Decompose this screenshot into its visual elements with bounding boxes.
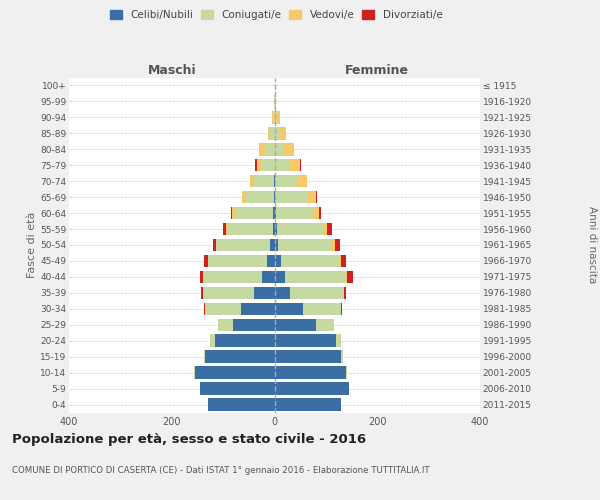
Bar bbox=[254, 286, 275, 299]
Bar bbox=[262, 159, 275, 172]
Bar bbox=[344, 286, 346, 299]
Text: Femmine: Femmine bbox=[345, 64, 409, 78]
Bar bbox=[203, 270, 262, 283]
Bar bbox=[241, 302, 275, 315]
Bar bbox=[275, 191, 308, 203]
Bar bbox=[246, 191, 274, 203]
Bar bbox=[235, 207, 274, 220]
Bar bbox=[275, 270, 285, 283]
Bar bbox=[300, 159, 301, 172]
Bar bbox=[336, 334, 341, 347]
Bar bbox=[227, 223, 273, 235]
Bar bbox=[268, 127, 271, 140]
Bar bbox=[262, 270, 275, 283]
Bar bbox=[273, 111, 275, 124]
Text: Anni di nascita: Anni di nascita bbox=[587, 206, 597, 284]
Bar bbox=[275, 382, 349, 395]
Bar bbox=[254, 175, 274, 188]
Bar bbox=[271, 127, 275, 140]
Bar bbox=[250, 175, 254, 188]
Bar bbox=[208, 398, 275, 410]
Bar bbox=[232, 207, 235, 220]
Bar bbox=[275, 398, 341, 410]
Bar bbox=[290, 159, 300, 172]
Bar bbox=[275, 334, 336, 347]
Bar bbox=[267, 254, 275, 267]
Bar bbox=[328, 223, 332, 235]
Bar bbox=[303, 302, 341, 315]
Bar bbox=[204, 254, 208, 267]
Bar bbox=[323, 223, 328, 235]
Bar bbox=[200, 270, 203, 283]
Bar bbox=[273, 223, 275, 235]
Bar bbox=[242, 191, 246, 203]
Bar bbox=[214, 239, 216, 251]
Bar bbox=[277, 223, 323, 235]
Bar bbox=[210, 334, 215, 347]
Bar bbox=[314, 207, 319, 220]
Bar bbox=[275, 95, 276, 108]
Bar bbox=[257, 159, 262, 172]
Bar bbox=[233, 318, 275, 331]
Bar bbox=[275, 286, 290, 299]
Bar bbox=[201, 286, 203, 299]
Bar bbox=[275, 223, 277, 235]
Bar bbox=[208, 254, 267, 267]
Bar bbox=[285, 270, 346, 283]
Bar bbox=[265, 143, 275, 156]
Y-axis label: Fasce di età: Fasce di età bbox=[27, 212, 37, 278]
Bar bbox=[316, 191, 317, 203]
Bar bbox=[205, 350, 275, 363]
Bar bbox=[319, 207, 321, 220]
Bar bbox=[272, 111, 273, 124]
Bar bbox=[290, 286, 344, 299]
Bar bbox=[231, 207, 232, 220]
Bar bbox=[275, 111, 280, 124]
Bar bbox=[275, 239, 278, 251]
Legend: Celibi/Nubili, Coniugati/e, Vedovi/e, Divorziati/e: Celibi/Nubili, Coniugati/e, Vedovi/e, Di… bbox=[107, 8, 445, 22]
Bar bbox=[217, 239, 271, 251]
Bar bbox=[281, 254, 340, 267]
Text: Maschi: Maschi bbox=[148, 64, 196, 78]
Bar bbox=[275, 143, 284, 156]
Bar bbox=[275, 254, 281, 267]
Bar bbox=[195, 366, 275, 379]
Bar bbox=[335, 239, 340, 251]
Bar bbox=[271, 239, 275, 251]
Bar bbox=[340, 254, 341, 267]
Bar bbox=[275, 207, 314, 220]
Bar bbox=[203, 286, 254, 299]
Bar bbox=[332, 239, 335, 251]
Text: Popolazione per età, sesso e stato civile - 2016: Popolazione per età, sesso e stato civil… bbox=[12, 432, 366, 446]
Bar bbox=[203, 350, 205, 363]
Bar bbox=[308, 191, 316, 203]
Bar bbox=[275, 127, 278, 140]
Bar bbox=[226, 223, 227, 235]
Bar bbox=[316, 318, 334, 331]
Bar bbox=[278, 127, 286, 140]
Bar bbox=[341, 350, 343, 363]
Bar bbox=[218, 318, 233, 331]
Bar bbox=[341, 254, 346, 267]
Bar bbox=[275, 366, 346, 379]
Bar bbox=[274, 207, 275, 220]
Bar bbox=[205, 302, 241, 315]
Bar bbox=[347, 270, 353, 283]
Bar bbox=[284, 143, 294, 156]
Bar bbox=[223, 223, 226, 235]
Bar bbox=[275, 159, 290, 172]
Bar bbox=[275, 318, 316, 331]
Bar bbox=[204, 302, 205, 315]
Bar bbox=[259, 143, 265, 156]
Bar bbox=[275, 175, 298, 188]
Bar bbox=[275, 302, 303, 315]
Bar bbox=[256, 159, 257, 172]
Bar bbox=[298, 175, 307, 188]
Bar bbox=[200, 382, 275, 395]
Bar bbox=[275, 350, 341, 363]
Bar bbox=[341, 302, 343, 315]
Text: COMUNE DI PORTICO DI CASERTA (CE) - Dati ISTAT 1° gennaio 2016 - Elaborazione TU: COMUNE DI PORTICO DI CASERTA (CE) - Dati… bbox=[12, 466, 430, 475]
Bar bbox=[278, 239, 332, 251]
Bar bbox=[215, 334, 275, 347]
